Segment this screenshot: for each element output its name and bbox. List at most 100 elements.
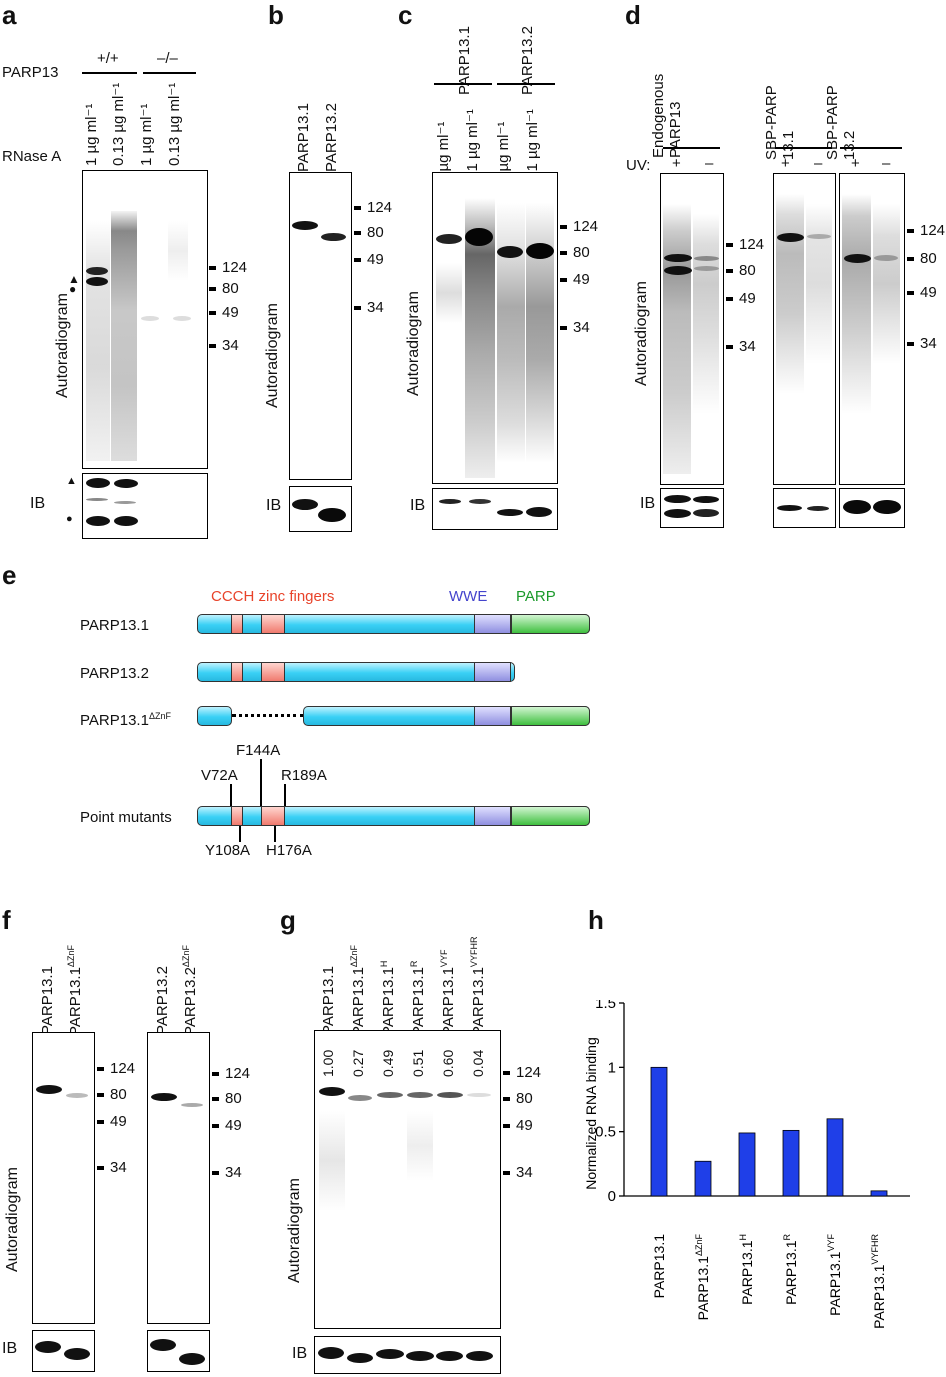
mw-34: 34	[573, 319, 590, 336]
dot-icon: ●	[69, 282, 77, 296]
lane-label: 1 µg ml⁻¹	[83, 103, 100, 166]
lane-label: PARP13.1H	[379, 960, 397, 1036]
group-line	[840, 147, 902, 149]
autoradiogram-blot-d2	[773, 173, 836, 485]
uv-minus: –	[814, 155, 823, 172]
mw-124: 124	[573, 218, 599, 235]
bar	[870, 1190, 888, 1197]
lane-label: PARP13.2	[323, 103, 340, 172]
lane-label: PARP13.2ΔZnF	[181, 945, 199, 1036]
mw-124: 124	[920, 222, 946, 239]
lane-label: PARP13.1ΔZnF	[66, 945, 84, 1036]
ib-label: IB	[30, 495, 46, 512]
autoradiogram-blot-c	[432, 172, 558, 484]
dot-icon: ●	[66, 513, 73, 525]
ib-blot-f2	[147, 1330, 210, 1372]
y-tick-label: 0	[608, 1188, 616, 1205]
lane-label: PARP13.1VYF	[439, 949, 457, 1036]
y-tick-label: 1	[608, 1059, 616, 1076]
group-label-sbp-131: SBP-PARP 13.1	[763, 85, 797, 160]
group-label-sbp-132: SBP-PARP 13.2	[824, 85, 858, 160]
ib-blot-d2	[773, 488, 836, 528]
construct-dznf-cterm	[303, 706, 590, 726]
mw-124: 124	[516, 1064, 542, 1081]
lane-label: PARP13.2	[154, 966, 171, 1035]
autoradiogram-label: Autoradiogram	[264, 303, 281, 408]
quant-value: 0.60	[440, 1049, 456, 1077]
uv-minus: –	[882, 155, 891, 172]
mw-49: 49	[573, 271, 590, 288]
mw-34: 34	[739, 338, 756, 355]
lane-label: PARP13.1	[39, 966, 56, 1035]
quant-value: 1.00	[320, 1049, 336, 1077]
genotype-ko: –/–	[157, 50, 178, 67]
mw-34: 34	[516, 1164, 533, 1181]
autoradiogram-label: Autoradiogram	[54, 293, 71, 398]
group-line	[663, 147, 720, 149]
x-tick-label: PARP13.1VYF	[826, 1234, 843, 1316]
construct-point-mutants	[197, 806, 590, 826]
mw-49: 49	[367, 251, 384, 268]
construct-parp13-2	[197, 662, 515, 682]
legend-parp: PARP	[516, 588, 556, 605]
group-line	[434, 83, 492, 85]
mw-124: 124	[739, 236, 765, 253]
mw-49: 49	[739, 290, 756, 307]
ib-label: IB	[410, 497, 426, 514]
quant-value: 0.49	[380, 1049, 396, 1077]
y-tick-label: 0.5	[595, 1124, 616, 1141]
ib-label: IB	[640, 495, 656, 512]
uv-plus: +	[781, 155, 790, 172]
mw-49: 49	[225, 1117, 242, 1134]
triangle-icon: ▲	[66, 475, 77, 487]
mw-80: 80	[110, 1086, 127, 1103]
ib-label: IB	[292, 1345, 308, 1362]
genotype-wt: +/+	[97, 50, 119, 67]
mutation-label: H176A	[266, 842, 312, 859]
mw-124: 124	[110, 1060, 136, 1077]
mw-80: 80	[739, 262, 756, 279]
construct-label: PARP13.2	[80, 665, 149, 682]
ib-blot-g	[314, 1336, 501, 1374]
autoradiogram-blot-d3	[839, 173, 905, 485]
lane-label: 0.13 µg ml⁻¹	[110, 82, 127, 166]
ib-blot-c	[432, 488, 558, 530]
group-line	[775, 147, 832, 149]
bar	[694, 1160, 712, 1197]
ib-blot-d1	[660, 488, 724, 528]
lane-label: PARP13.1VYFHR	[469, 936, 487, 1036]
mutation-label: Y108A	[205, 842, 251, 859]
mw-124: 124	[367, 199, 393, 216]
panel-label-e: e	[2, 560, 17, 590]
autoradiogram-blot-g: 1.00 0.27 0.49 0.51 0.60 0.04	[314, 1030, 501, 1329]
mw-80: 80	[225, 1090, 242, 1107]
lane-label: PARP13.1	[295, 103, 312, 172]
parp13-label: PARP13	[2, 64, 59, 81]
quant-value: 0.51	[410, 1049, 426, 1077]
ib-blot-a	[82, 473, 208, 539]
rnase-label: RNase A	[2, 148, 62, 165]
mw-49: 49	[920, 284, 937, 301]
autoradiogram-blot-f2	[147, 1032, 210, 1324]
uv-label: UV:	[626, 157, 651, 174]
mw-34: 34	[110, 1159, 127, 1176]
x-tick-label: PARP13.1R	[782, 1234, 799, 1305]
autoradiogram-blot-f1	[32, 1032, 95, 1324]
lane-label: PARP13.1	[320, 966, 337, 1035]
deletion-gap	[232, 714, 304, 717]
mw-124: 124	[222, 259, 248, 276]
lane-label: PARP13.1ΔZnF	[349, 945, 367, 1036]
construct-parp13-1	[197, 614, 590, 634]
uv-plus: +	[851, 155, 860, 172]
mw-49: 49	[110, 1113, 127, 1130]
group-line	[143, 72, 196, 74]
autoradiogram-blot-b	[289, 172, 352, 480]
mw-80: 80	[573, 244, 590, 261]
panel-label-f: f	[2, 905, 11, 935]
panel-label-d: d	[625, 0, 641, 30]
x-tick-label: PARP13.1VYFHR	[870, 1234, 887, 1329]
panel-label-b: b	[268, 0, 284, 30]
mw-124: 124	[225, 1065, 251, 1082]
ib-blot-b	[289, 486, 352, 532]
ib-blot-f1	[32, 1330, 95, 1372]
